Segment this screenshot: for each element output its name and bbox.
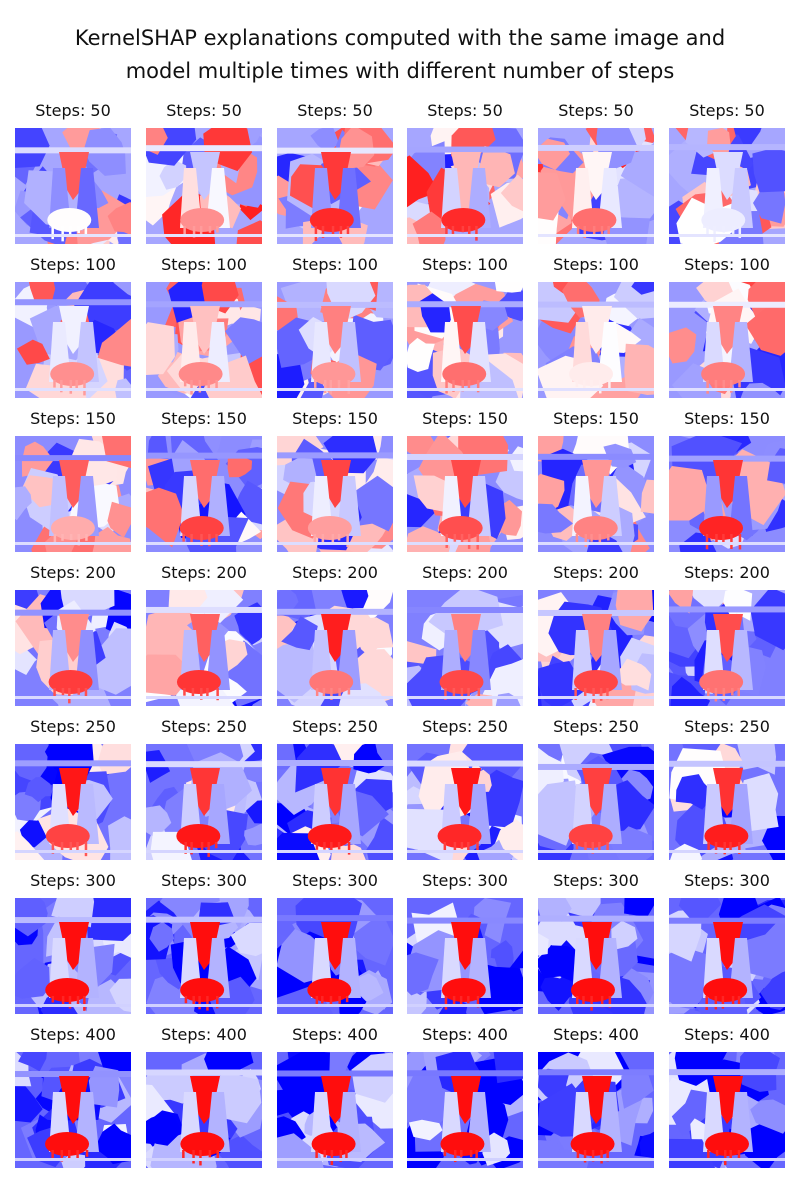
- attribution-heatmap: [538, 282, 654, 398]
- panel-label: Steps: 100: [161, 255, 247, 274]
- panel-label: Steps: 300: [684, 871, 770, 890]
- panel-label: Steps: 50: [297, 101, 373, 120]
- panel-label: Steps: 250: [422, 717, 508, 736]
- attribution-heatmap: [669, 590, 785, 706]
- attribution-heatmap: [146, 590, 262, 706]
- panel-label: Steps: 250: [553, 717, 639, 736]
- attribution-heatmap: [669, 898, 785, 1014]
- panel-label: Steps: 100: [292, 255, 378, 274]
- panel-label: Steps: 300: [161, 871, 247, 890]
- panel-label: Steps: 50: [166, 101, 242, 120]
- attribution-heatmap: [669, 436, 785, 552]
- attribution-heatmap: [146, 898, 262, 1014]
- panel-label: Steps: 200: [30, 563, 116, 582]
- attribution-heatmap: [407, 590, 523, 706]
- attribution-heatmap: [538, 128, 654, 244]
- figure-title-line-1: KernelSHAP explanations computed with th…: [74, 26, 726, 50]
- panel-label: Steps: 250: [30, 717, 116, 736]
- attribution-heatmap: [538, 898, 654, 1014]
- attribution-heatmap: [277, 744, 393, 860]
- attribution-heatmap: [146, 436, 262, 552]
- panel-label: Steps: 200: [684, 563, 770, 582]
- attribution-heatmap: [146, 128, 262, 244]
- panel-label: Steps: 100: [684, 255, 770, 274]
- panel-label: Steps: 100: [30, 255, 116, 274]
- attribution-heatmap: [277, 898, 393, 1014]
- attribution-heatmap: [669, 744, 785, 860]
- panel-label: Steps: 250: [161, 717, 247, 736]
- attribution-heatmap: [407, 436, 523, 552]
- panel-label: Steps: 400: [292, 1025, 378, 1044]
- attribution-heatmap: [277, 436, 393, 552]
- panel-label: Steps: 150: [292, 409, 378, 428]
- panel-label: Steps: 300: [553, 871, 639, 890]
- attribution-heatmap: [146, 1052, 262, 1168]
- panel-label: Steps: 200: [422, 563, 508, 582]
- panel-label: Steps: 250: [684, 717, 770, 736]
- panel-label: Steps: 150: [161, 409, 247, 428]
- attribution-heatmap: [538, 744, 654, 860]
- panel-label: Steps: 50: [558, 101, 634, 120]
- attribution-heatmap: [669, 128, 785, 244]
- panel-label: Steps: 150: [422, 409, 508, 428]
- attribution-heatmap: [15, 282, 131, 398]
- attribution-heatmap: [407, 744, 523, 860]
- attribution-heatmap: [277, 282, 393, 398]
- attribution-heatmap: [538, 590, 654, 706]
- panel-label: Steps: 150: [553, 409, 639, 428]
- attribution-heatmap: [669, 1052, 785, 1168]
- attribution-heatmap: [669, 282, 785, 398]
- panel-label: Steps: 400: [684, 1025, 770, 1044]
- panel-label: Steps: 400: [422, 1025, 508, 1044]
- panel-label: Steps: 50: [689, 101, 765, 120]
- panel-label: Steps: 200: [161, 563, 247, 582]
- attribution-heatmap: [15, 744, 131, 860]
- attribution-heatmap: [15, 898, 131, 1014]
- panel-label: Steps: 100: [422, 255, 508, 274]
- attribution-heatmap: [277, 1052, 393, 1168]
- attribution-heatmap: [15, 128, 131, 244]
- panel-label: Steps: 400: [161, 1025, 247, 1044]
- attribution-heatmap: [15, 436, 131, 552]
- explanation-grid: Steps: 50 Steps: 50 Steps: 50 Steps: 50 Step…: [15, 100, 785, 1170]
- attribution-heatmap: [15, 590, 131, 706]
- attribution-heatmap: [277, 590, 393, 706]
- attribution-heatmap: [538, 1052, 654, 1168]
- attribution-heatmap: [407, 282, 523, 398]
- panel-label: Steps: 200: [292, 563, 378, 582]
- panel-label: Steps: 50: [427, 101, 503, 120]
- panel-label: Steps: 400: [30, 1025, 116, 1044]
- panel-label: Steps: 300: [30, 871, 116, 890]
- panel-label: Steps: 50: [35, 101, 111, 120]
- attribution-heatmap: [407, 128, 523, 244]
- figure-title-line-2: model multiple times with different numb…: [125, 59, 675, 83]
- attribution-heatmap: [15, 1052, 131, 1168]
- figure-title: KernelSHAP explanations computed with th…: [0, 22, 800, 88]
- panel-label: Steps: 150: [684, 409, 770, 428]
- attribution-heatmap: [146, 282, 262, 398]
- panel-label: Steps: 400: [553, 1025, 639, 1044]
- attribution-heatmap: [407, 1052, 523, 1168]
- panel-label: Steps: 300: [292, 871, 378, 890]
- panel-label: Steps: 300: [422, 871, 508, 890]
- panel-label: Steps: 150: [30, 409, 116, 428]
- panel-label: Steps: 200: [553, 563, 639, 582]
- attribution-heatmap: [538, 436, 654, 552]
- attribution-heatmap: [146, 744, 262, 860]
- panel-label: Steps: 250: [292, 717, 378, 736]
- attribution-heatmap: [277, 128, 393, 244]
- attribution-heatmap: [407, 898, 523, 1014]
- panel-label: Steps: 100: [553, 255, 639, 274]
